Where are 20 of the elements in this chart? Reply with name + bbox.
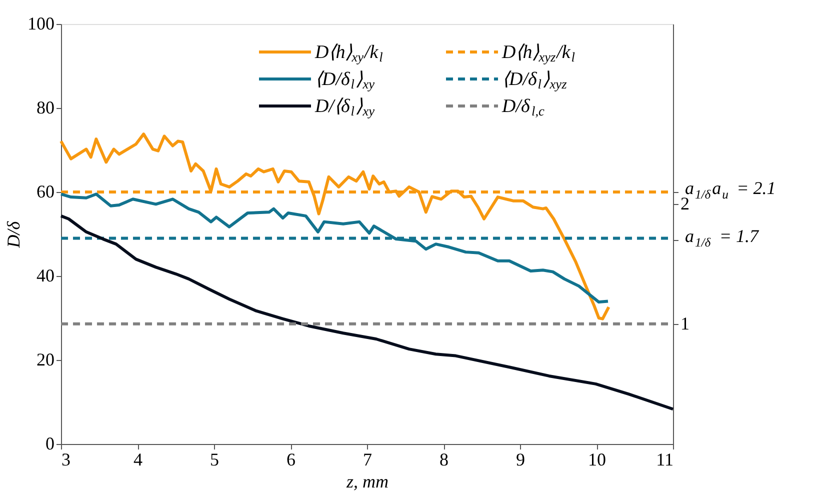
- x-tick-label: 10: [588, 450, 606, 470]
- x-tick-label: 3: [62, 450, 70, 470]
- x-tick-label: 9: [516, 450, 525, 470]
- y-tick-label: 20: [36, 350, 54, 370]
- y-tick-label: 0: [46, 434, 54, 454]
- x-tick-label: 7: [363, 450, 372, 470]
- x-tick-label: 4: [134, 450, 142, 470]
- y-tick-label: 80: [36, 98, 54, 118]
- y2-tick-label: 1: [680, 314, 690, 334]
- x-tick-label: 6: [286, 450, 296, 470]
- line-series: [60, 214, 674, 411]
- y-tick-label: 100: [28, 14, 54, 34]
- x-axis-title: z, mm: [345, 472, 389, 492]
- y-axis-title: D/δ: [4, 220, 24, 249]
- x-tick-label: 11: [656, 450, 674, 470]
- y-tick-label: 60: [36, 182, 54, 202]
- y2-tick-label: 2: [680, 194, 690, 214]
- x-tick-label: 8: [440, 450, 448, 470]
- x-tick-label: 5: [210, 450, 219, 470]
- y-tick-label: 40: [36, 266, 54, 286]
